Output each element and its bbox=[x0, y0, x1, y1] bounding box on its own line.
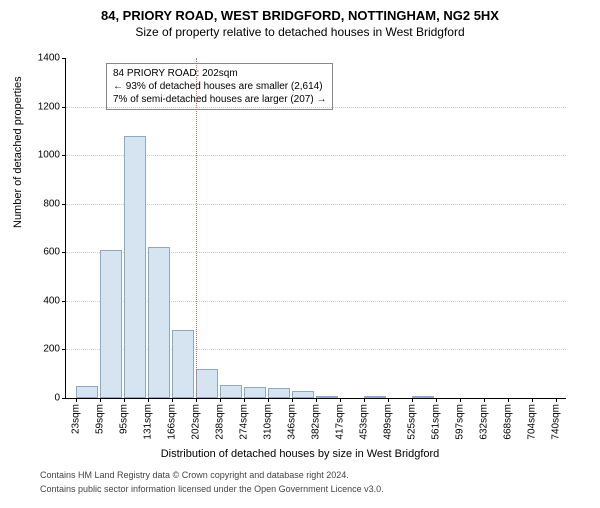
xtick-mark bbox=[172, 398, 173, 402]
xtick-label: 346sqm bbox=[287, 404, 298, 440]
xtick-label: 310sqm bbox=[263, 404, 274, 440]
ytick-mark bbox=[62, 107, 66, 108]
xtick-label: 417sqm bbox=[335, 404, 346, 440]
xtick-mark bbox=[436, 398, 437, 402]
histogram-bar bbox=[244, 387, 266, 398]
xtick-label: 668sqm bbox=[503, 404, 514, 440]
xtick-mark bbox=[196, 398, 197, 402]
histogram-bar bbox=[76, 386, 98, 398]
xtick-mark bbox=[484, 398, 485, 402]
chart-title-sub: Size of property relative to detached ho… bbox=[0, 25, 600, 39]
xtick-label: 704sqm bbox=[527, 404, 538, 440]
marker-line bbox=[196, 58, 197, 398]
annotation-line-2: ← 93% of detached houses are smaller (2,… bbox=[113, 80, 326, 93]
ytick-mark bbox=[62, 301, 66, 302]
annotation-line-3: 7% of semi-detached houses are larger (2… bbox=[113, 93, 326, 106]
histogram-bar bbox=[364, 396, 386, 398]
ytick-label: 400 bbox=[43, 295, 60, 306]
annotation-box: 84 PRIORY ROAD: 202sqm ← 93% of detached… bbox=[106, 63, 333, 110]
xtick-mark bbox=[532, 398, 533, 402]
xtick-mark bbox=[148, 398, 149, 402]
xtick-label: 202sqm bbox=[191, 404, 202, 440]
ytick-label: 1400 bbox=[38, 53, 60, 64]
ytick-label: 800 bbox=[43, 198, 60, 209]
ytick-label: 1200 bbox=[38, 101, 60, 112]
ytick-label: 600 bbox=[43, 247, 60, 258]
footer-line-2: Contains public sector information licen… bbox=[40, 484, 384, 494]
y-axis-label: Number of detached properties bbox=[12, 76, 24, 228]
ytick-mark bbox=[62, 204, 66, 205]
xtick-mark bbox=[508, 398, 509, 402]
histogram-bar bbox=[316, 396, 338, 398]
xtick-label: 166sqm bbox=[167, 404, 178, 440]
ytick-label: 1000 bbox=[38, 150, 60, 161]
xtick-label: 632sqm bbox=[479, 404, 490, 440]
ytick-mark bbox=[62, 252, 66, 253]
xtick-mark bbox=[460, 398, 461, 402]
histogram-bar bbox=[268, 388, 290, 398]
xtick-mark bbox=[316, 398, 317, 402]
xtick-label: 525sqm bbox=[407, 404, 418, 440]
x-axis-label: Distribution of detached houses by size … bbox=[0, 448, 600, 460]
ytick-mark bbox=[62, 155, 66, 156]
xtick-label: 561sqm bbox=[431, 404, 442, 440]
xtick-mark bbox=[220, 398, 221, 402]
footer-line-1: Contains HM Land Registry data © Crown c… bbox=[40, 470, 349, 480]
histogram-bar bbox=[100, 250, 122, 398]
xtick-label: 238sqm bbox=[215, 404, 226, 440]
ytick-mark bbox=[62, 398, 66, 399]
histogram-bar bbox=[148, 247, 170, 398]
histogram-bar bbox=[412, 396, 434, 398]
xtick-mark bbox=[244, 398, 245, 402]
xtick-label: 740sqm bbox=[551, 404, 562, 440]
xtick-mark bbox=[76, 398, 77, 402]
chart-plot-area: 84 PRIORY ROAD: 202sqm ← 93% of detached… bbox=[65, 58, 566, 399]
xtick-label: 382sqm bbox=[311, 404, 322, 440]
xtick-label: 59sqm bbox=[95, 404, 106, 434]
xtick-mark bbox=[292, 398, 293, 402]
xtick-mark bbox=[268, 398, 269, 402]
xtick-label: 95sqm bbox=[119, 404, 130, 434]
annotation-line-1: 84 PRIORY ROAD: 202sqm bbox=[113, 67, 326, 80]
chart-title-main: 84, PRIORY ROAD, WEST BRIDGFORD, NOTTING… bbox=[0, 8, 600, 23]
xtick-mark bbox=[100, 398, 101, 402]
xtick-mark bbox=[124, 398, 125, 402]
xtick-mark bbox=[556, 398, 557, 402]
gridline bbox=[66, 107, 566, 108]
histogram-bar bbox=[172, 330, 194, 398]
xtick-mark bbox=[364, 398, 365, 402]
histogram-bar bbox=[124, 136, 146, 398]
xtick-label: 597sqm bbox=[455, 404, 466, 440]
xtick-mark bbox=[388, 398, 389, 402]
xtick-label: 274sqm bbox=[239, 404, 250, 440]
xtick-mark bbox=[340, 398, 341, 402]
xtick-label: 453sqm bbox=[359, 404, 370, 440]
xtick-label: 489sqm bbox=[383, 404, 394, 440]
ytick-label: 200 bbox=[43, 344, 60, 355]
ytick-mark bbox=[62, 58, 66, 59]
histogram-bar bbox=[292, 391, 314, 398]
histogram-bar bbox=[196, 369, 218, 398]
ytick-mark bbox=[62, 349, 66, 350]
xtick-label: 131sqm bbox=[143, 404, 154, 440]
ytick-label: 0 bbox=[54, 393, 60, 404]
histogram-bar bbox=[220, 385, 242, 398]
xtick-label: 23sqm bbox=[71, 404, 82, 434]
xtick-mark bbox=[412, 398, 413, 402]
